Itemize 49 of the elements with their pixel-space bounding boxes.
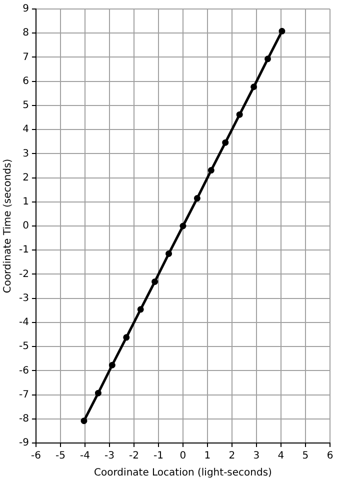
y-tick-label: -9: [18, 438, 29, 449]
y-axis-title: Coordinate Time (seconds): [2, 158, 14, 294]
y-tick-label: 9: [22, 4, 29, 15]
y-tick-label: -4: [18, 317, 29, 328]
x-tick-label: 1: [204, 450, 211, 462]
y-tick-label: 2: [22, 172, 29, 184]
x-tick-label: -6: [30, 450, 41, 462]
x-tick-label: 6: [326, 450, 334, 462]
point: [264, 56, 272, 62]
y-tick-label: 7: [22, 52, 29, 63]
point: [180, 222, 186, 230]
point: [152, 278, 158, 285]
y-tick-label: -7: [18, 389, 29, 400]
y-tick-label: 3: [22, 148, 29, 160]
y-tick-label: 6: [22, 76, 29, 87]
x-tick-label: 3: [253, 450, 260, 462]
point: [137, 306, 144, 313]
x-tick-label: -2: [128, 450, 139, 462]
y-tick-label: -6: [18, 365, 29, 376]
y-tick-label: 1: [22, 196, 29, 208]
point: [194, 195, 200, 202]
y-tick-label: -5: [18, 341, 29, 352]
x-tick-label: 5: [302, 450, 309, 462]
point: [250, 84, 258, 90]
y-tick-label: -2: [18, 268, 29, 280]
x-tick-label: 4: [278, 450, 284, 462]
y-tick-label: 0: [22, 220, 29, 232]
point: [278, 28, 286, 34]
x-axis-title: Coordinate Location (light-seconds): [94, 468, 272, 479]
point: [166, 250, 172, 257]
x-tick-label: 0: [180, 450, 186, 462]
x-tick-label: -4: [80, 450, 90, 462]
point: [94, 390, 102, 396]
y-tick-label: -8: [18, 413, 29, 424]
y-tick-label: 4: [22, 124, 29, 136]
point: [208, 167, 214, 174]
x-tick-label: -5: [55, 450, 66, 462]
point: [123, 334, 130, 341]
point: [80, 418, 88, 424]
x-tick-label: 2: [228, 450, 236, 462]
x-tick-label: -3: [104, 450, 114, 462]
y-tick-label: 8: [22, 28, 29, 39]
point: [236, 111, 243, 118]
y-tick-label: -3: [18, 292, 29, 304]
y-tick-label: -1: [18, 244, 29, 256]
point: [222, 139, 229, 146]
y-tick-label: 5: [22, 100, 29, 112]
point: [108, 362, 116, 368]
x-tick-label: -1: [153, 450, 164, 462]
